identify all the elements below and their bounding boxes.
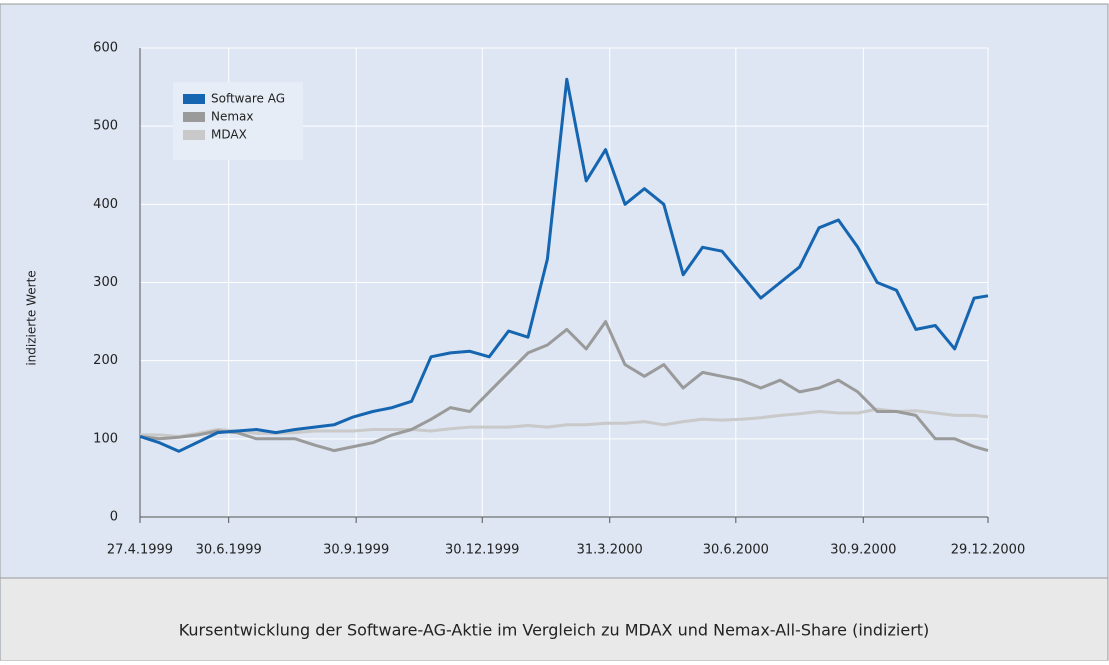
y-tick-label: 0 xyxy=(110,510,118,525)
x-tick-label: 30.9.2000 xyxy=(830,543,896,558)
series-line xyxy=(140,407,989,438)
y-tick-label: 100 xyxy=(93,431,118,446)
x-tick-label: 30.6.1999 xyxy=(196,543,262,558)
y-tick-label: 400 xyxy=(93,197,118,212)
legend-swatch xyxy=(183,112,205,122)
x-tick-label: 27.4.1999 xyxy=(107,543,173,558)
y-tick-label: 300 xyxy=(93,275,118,290)
legend-label: MDAX xyxy=(211,128,247,142)
y-tick-label: 600 xyxy=(93,41,118,56)
legend-label: Software AG xyxy=(211,92,285,106)
x-tick-label: 30.9.1999 xyxy=(323,543,389,558)
legend-label: Nemax xyxy=(211,110,254,124)
legend-swatch xyxy=(183,130,205,140)
x-tick-label: 31.3.2000 xyxy=(577,543,643,558)
y-tick-label: 500 xyxy=(93,119,118,134)
series-line xyxy=(139,320,989,453)
caption-box xyxy=(1,578,1107,660)
y-axis-label: indizierte Werte xyxy=(25,270,39,365)
series-line xyxy=(139,77,989,453)
x-tick-label: 30.6.2000 xyxy=(703,543,769,558)
caption: Kursentwicklung der Software-AG-Aktie im… xyxy=(179,621,930,640)
legend-swatch xyxy=(183,94,205,104)
y-tick-label: 200 xyxy=(93,353,118,368)
x-tick-label: 29.12.2000 xyxy=(951,543,1025,558)
x-tick-label: 30.12.1999 xyxy=(445,543,519,558)
